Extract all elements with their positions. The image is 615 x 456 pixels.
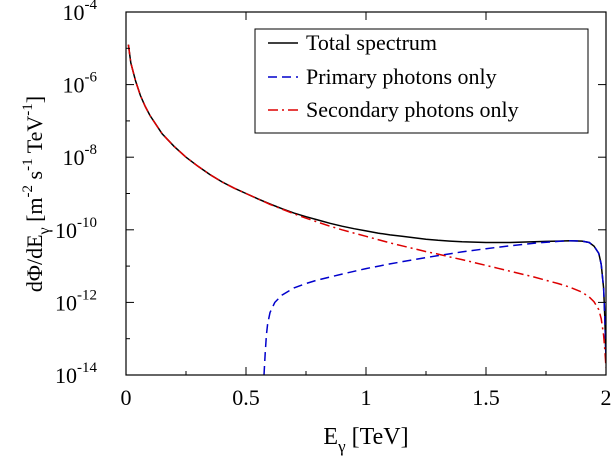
- x-tick-label: 2: [601, 385, 612, 410]
- x-tick-label: 0.5: [232, 385, 260, 410]
- x-tick-label: 0: [121, 385, 132, 410]
- legend: Total spectrum Primary photons only Second…: [254, 28, 589, 134]
- series-line-2: [263, 239, 606, 375]
- legend-label-1: Total spectrum: [306, 30, 437, 55]
- legend-box: [254, 28, 589, 134]
- x-tick-label: 1.5: [472, 385, 500, 410]
- legend-label-2: Primary photons only: [306, 64, 497, 89]
- y-tick-label: 10-10: [55, 215, 97, 243]
- x-tick-label: 1: [361, 385, 372, 410]
- legend-label-3: Secondary photons only: [306, 97, 519, 122]
- series-layer: [127, 44, 606, 375]
- series-line-3: [127, 44, 606, 368]
- x-axis-label: Eγ [TeV]: [323, 424, 408, 456]
- y-axis-label: dΦ/dEγ [m-2 s-1 TeV-1]: [20, 96, 53, 292]
